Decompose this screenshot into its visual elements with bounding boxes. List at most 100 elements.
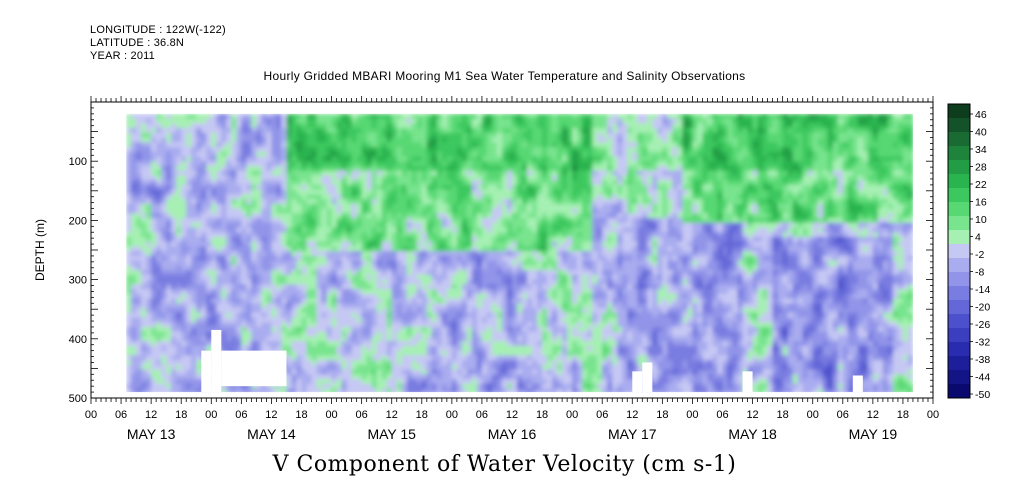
heatmap-cell [341, 218, 348, 224]
heatmap-cell [186, 374, 192, 380]
heatmap-cell [512, 161, 518, 167]
heatmap-cell [416, 156, 423, 162]
heatmap-cell [506, 203, 513, 210]
heatmap-cell [236, 232, 242, 238]
heatmap-cell [276, 170, 283, 177]
heatmap-cell [431, 232, 438, 238]
heatmap-cell [186, 236, 192, 243]
heatmap-cell [206, 156, 212, 162]
heatmap-cell [527, 336, 533, 342]
heatmap-cell [486, 165, 493, 172]
heatmap-cell [421, 194, 428, 200]
heatmap-cell [381, 293, 388, 300]
heatmap-cell [406, 203, 413, 210]
heatmap-cell [196, 132, 202, 139]
heatmap-cell [191, 165, 197, 172]
heatmap-cell [276, 383, 283, 390]
heatmap-cell [336, 236, 343, 243]
heatmap-cell [191, 322, 197, 328]
heatmap-cell [281, 213, 288, 219]
heatmap-cell [512, 350, 518, 356]
longitude-label: LONGITUDE : 122W(-122) [90, 24, 226, 36]
heatmap-cell [301, 336, 308, 342]
heatmap-cell [181, 331, 187, 338]
heatmap-cell [131, 151, 137, 158]
heatmap-cell [537, 128, 543, 134]
heatmap-cell [271, 113, 278, 120]
heatmap-cell [166, 123, 172, 129]
heatmap-cell [381, 156, 388, 162]
heatmap-cell [416, 298, 423, 304]
heatmap-cell [196, 360, 202, 366]
heatmap-cell [381, 222, 388, 229]
heatmap-cell [231, 175, 237, 181]
heatmap-cell [501, 156, 508, 162]
heatmap-cell [276, 236, 283, 243]
heatmap-cell [171, 369, 177, 375]
heatmap-cell [141, 379, 147, 385]
heatmap-cell [196, 364, 202, 371]
heatmap-cell [311, 199, 318, 205]
heatmap-cell [226, 312, 232, 319]
heatmap-cell [201, 279, 207, 285]
heatmap-cell [131, 355, 137, 361]
heatmap-cell [431, 317, 438, 323]
heatmap-cell [351, 251, 358, 257]
heatmap-cell [246, 113, 252, 120]
heatmap-cell [316, 364, 323, 371]
heatmap-cell [316, 251, 323, 257]
heatmap-cell [171, 156, 177, 162]
heatmap-cell [522, 355, 528, 361]
heatmap-cell [186, 203, 192, 210]
heatmap-cell [371, 146, 378, 153]
heatmap-cell [391, 312, 398, 319]
heatmap-cell [281, 336, 288, 342]
heatmap-cell [281, 345, 288, 352]
heatmap-cell [336, 364, 343, 371]
heatmap-cell [281, 312, 288, 319]
heatmap-cell [466, 170, 473, 177]
heatmap-cell [411, 156, 418, 162]
heatmap-cell [181, 128, 187, 134]
heatmap-cell [321, 379, 328, 385]
heatmap-cell [126, 222, 132, 229]
heatmap-cell [532, 331, 538, 338]
heatmap-cell [231, 383, 237, 390]
heatmap-cell [151, 218, 157, 224]
heatmap-cell [326, 388, 333, 394]
heatmap-cell [191, 128, 197, 134]
heatmap-cell [256, 312, 262, 319]
heatmap-cell [141, 128, 147, 134]
heatmap-cell [391, 298, 398, 304]
heatmap-cell [522, 260, 528, 266]
heatmap-cell [321, 199, 328, 205]
heatmap-cell [351, 350, 358, 356]
heatmap-cell [481, 213, 488, 219]
heatmap-cell [391, 246, 398, 252]
heatmap-cell [491, 227, 498, 233]
heatmap-cell [186, 355, 192, 361]
heatmap-cell [471, 345, 478, 352]
heatmap-cell [256, 388, 262, 394]
heatmap-cell [131, 241, 137, 248]
heatmap-cell [512, 194, 518, 200]
heatmap-cell [491, 298, 498, 304]
heatmap-cell [461, 345, 468, 352]
heatmap-cell [156, 232, 162, 238]
heatmap-cell [466, 255, 473, 262]
heatmap-cell [542, 255, 548, 262]
heatmap-cell [211, 123, 217, 129]
heatmap-cell [471, 246, 478, 252]
heatmap-cell [547, 222, 553, 229]
heatmap-cell [547, 128, 553, 134]
heatmap-cell [316, 279, 323, 285]
heatmap-cell [196, 345, 202, 352]
heatmap-cell [501, 161, 508, 167]
heatmap-cell [271, 284, 278, 290]
heatmap-cell [346, 175, 353, 181]
heatmap-cell [351, 289, 358, 295]
heatmap-cell [512, 199, 518, 205]
heatmap-cell [376, 170, 383, 177]
heatmap-cell [136, 284, 142, 290]
heatmap-cell [496, 312, 503, 319]
